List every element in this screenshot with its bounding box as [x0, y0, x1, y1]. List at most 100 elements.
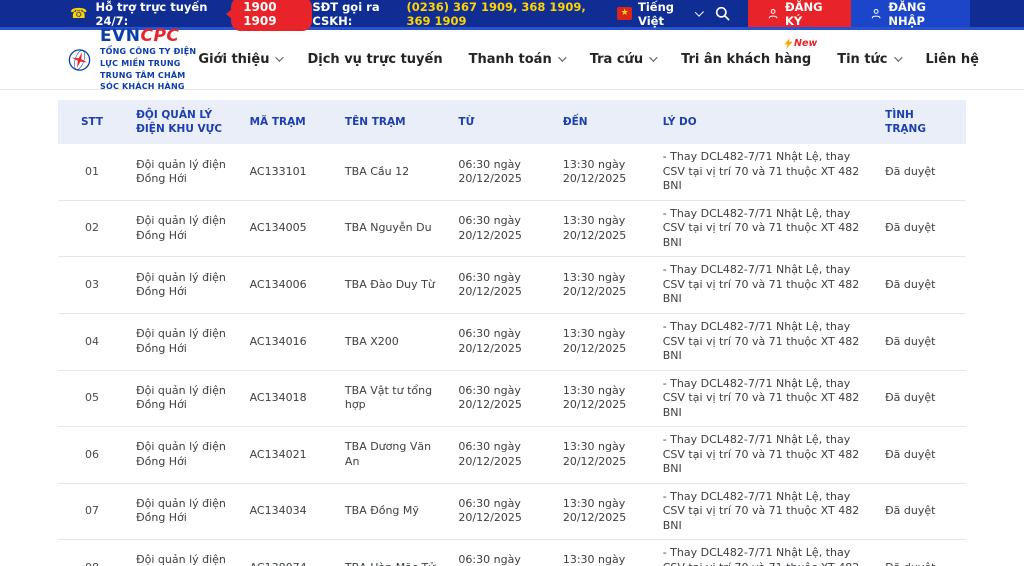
cell-status: Đã duyệt [875, 200, 966, 258]
column-header-reason: LÝ DO [652, 100, 876, 145]
cell-to: 13:30 ngày 20/12/2025 [552, 370, 653, 428]
cell-to: 13:30 ngày 20/12/2025 [552, 426, 653, 484]
nav-item-5[interactable]: Tin tức [837, 52, 903, 67]
cell-station: TBA Hàn Mặc Tử [334, 539, 449, 566]
cell-team: Đội quản lý điện Đồng Hới [126, 426, 240, 484]
chevron-down-icon [694, 7, 704, 17]
cell-station: TBA X200 [334, 313, 449, 371]
nav-item-label: Dịch vụ trực tuyến [307, 52, 443, 67]
chevron-down-icon [893, 52, 903, 62]
table-row: 03 Đội quản lý điện Đồng Hới AC134006 TBA Đ… [58, 256, 966, 314]
nav-item-1[interactable]: Dịch vụ trực tuyến [307, 52, 442, 67]
table-row: 02 Đội quản lý điện Đồng Hới AC134005 TBA N… [58, 200, 966, 258]
cell-status: Đã duyệt [875, 370, 966, 428]
site-header: EVNCPC TỔNG CÔNG TY ĐIỆN LỰC MIỀN TRUNG … [0, 26, 1024, 91]
nav-item-2[interactable]: Thanh toán [469, 52, 567, 67]
cell-code: AC133101 [239, 144, 335, 201]
cell-code: AC134006 [239, 256, 335, 314]
logo[interactable]: EVNCPC TỔNG CÔNG TY ĐIỆN LỰC MIỀN TRUNG … [68, 26, 198, 92]
column-header-station: TÊN TRẠM [334, 100, 449, 145]
nav-item-6[interactable]: Liên hệ [926, 52, 979, 67]
nav-item-label: Tra cứu [589, 52, 644, 67]
topbar-actions: SĐT gọi ra CSKH: (0236) 367 1909, 368 19… [312, 0, 1024, 28]
cell-status: Đã duyệt [875, 144, 966, 201]
support-label: Hỗ trợ trực tuyến 24/7: [95, 0, 208, 28]
cell-to: 13:30 ngày 20/12/2025 [552, 483, 653, 541]
brand-cpc: CPC [140, 26, 180, 47]
cell-stt: 01 [58, 144, 127, 201]
new-badge-label: New [794, 38, 818, 49]
register-button[interactable]: ĐĂNG KÝ [747, 0, 852, 28]
brand-evn: EVN [100, 26, 141, 47]
cell-reason: - Thay DCL482-7/71 Nhật Lệ, thay CSV tại… [652, 313, 876, 371]
search-icon [715, 6, 730, 21]
evn-logo-icon [68, 48, 91, 71]
nav-item-label: Giới thiệu [198, 52, 270, 67]
cell-team: Đội quản lý điện Đồng Hới [126, 483, 240, 541]
topbar: ☎ Hỗ trợ trực tuyến 24/7: 1900 1909 SĐT … [0, 0, 1024, 31]
cell-from: 06:30 ngày 20/12/2025 [448, 313, 553, 371]
chevron-down-icon [649, 52, 658, 62]
cskh-numbers: (0236) 367 1909, 368 1909, 369 1909 [406, 0, 586, 28]
cell-stt: 04 [58, 313, 127, 371]
table-body: 01 Đội quản lý điện Đồng Hới AC133101 TBA C… [58, 144, 966, 566]
cell-from: 06:30 ngày 20/12/2025 [448, 256, 553, 314]
table-row: 04 Đội quản lý điện Đồng Hới AC134016 TBA X… [58, 313, 966, 371]
nav-item-4[interactable]: Tri ân khách hàng New [681, 38, 817, 67]
nav-item-label: Tri ân khách hàng [681, 52, 812, 67]
nav-item-label: Liên hệ [925, 52, 979, 67]
cell-from: 06:30 ngày 20/12/2025 [448, 483, 553, 541]
table-row: 05 Đội quản lý điện Đồng Hới AC134018 TBA V… [58, 370, 966, 428]
table-row: 01 Đội quản lý điện Đồng Hới AC133101 TBA C… [58, 144, 966, 201]
cell-status: Đã duyệt [875, 539, 966, 566]
cskh-label: SĐT gọi ra CSKH: [312, 0, 380, 28]
cell-station: TBA Đồng Mỹ [334, 483, 449, 541]
cell-code: AC134021 [239, 426, 335, 484]
cell-status: Đã duyệt [875, 313, 966, 371]
language-label: Tiếng Việt [638, 0, 675, 28]
vietnam-flag-icon: ★ [617, 7, 632, 20]
cell-code: AC138074 [239, 539, 335, 566]
login-label: ĐĂNG NHẬP [888, 0, 926, 28]
search-button[interactable] [715, 6, 730, 21]
column-header-status: TÌNH TRẠNG [875, 100, 966, 145]
outage-schedule-table-wrapper: STT ĐỘI QUẢN LÝ ĐIỆN KHU VỰC MÃ TRẠM TÊN TR… [58, 100, 966, 566]
table-header-row: STT ĐỘI QUẢN LÝ ĐIỆN KHU VỰC MÃ TRẠM TÊN TR… [58, 100, 966, 145]
nav-item-0[interactable]: Giới thiệu [198, 52, 285, 67]
language-selector[interactable]: ★ Tiếng Việt [617, 0, 704, 28]
cell-to: 13:30 ngày 20/12/2025 [552, 200, 653, 258]
cell-status: Đã duyệt [875, 483, 966, 541]
chevron-down-icon [275, 52, 285, 62]
cell-team: Đội quản lý điện Đồng Hới [126, 313, 240, 371]
cell-team: Đội quản lý điện Đồng Hới [126, 200, 240, 258]
cell-station: TBA Đào Duy Từ [334, 256, 449, 314]
cell-from: 06:30 ngày 20/12/2025 [448, 426, 553, 484]
cell-from: 06:30 ngày 20/12/2025 [448, 370, 553, 428]
column-header-to: ĐẾN [552, 100, 653, 145]
outage-schedule-table: STT ĐỘI QUẢN LÝ ĐIỆN KHU VỰC MÃ TRẠM TÊN TR… [58, 100, 966, 566]
nav-item-3[interactable]: Tra cứu [589, 52, 658, 67]
cell-stt: 06 [58, 426, 127, 484]
login-button[interactable]: ĐĂNG NHẬP [851, 0, 970, 28]
cell-to: 13:30 ngày 20/12/2025 [552, 144, 653, 201]
flame-icon [784, 38, 793, 49]
hotline-badge[interactable]: 1900 1909 [231, 0, 313, 31]
cell-from: 06:30 ngày 20/12/2025 [448, 200, 553, 258]
brand-text: EVNCPC TỔNG CÔNG TY ĐIỆN LỰC MIỀN TRUNG … [100, 26, 198, 92]
cell-team: Đội quản lý điện Đồng Hới [126, 370, 240, 428]
table-row: 07 Đội quản lý điện Đồng Hới AC134034 TBA Đ… [58, 483, 966, 541]
cell-code: AC134005 [239, 200, 335, 258]
cell-stt: 02 [58, 200, 127, 258]
register-label: ĐĂNG KÝ [784, 0, 823, 28]
column-header-team: ĐỘI QUẢN LÝ ĐIỆN KHU VỰC [126, 100, 240, 145]
nav-item-label: Tin tức [837, 52, 888, 67]
cell-reason: - Thay DCL482-7/71 Nhật Lệ, thay CSV tại… [652, 426, 876, 484]
cell-reason: - Thay DCL482-7/71 Nhật Lệ, thay CSV tại… [652, 483, 876, 541]
cell-reason: - Thay DCL482-7/71 Nhật Lệ, thay CSV tại… [652, 370, 876, 428]
cell-station: TBA Vật tư tổng hợp [334, 370, 449, 428]
cell-to: 13:30 ngày 20/12/2025 [552, 539, 653, 566]
cell-from: 06:30 ngày 20/12/2025 [448, 539, 553, 566]
cell-status: Đã duyệt [875, 256, 966, 314]
cell-station: TBA Cầu 12 [334, 144, 449, 201]
cell-reason: - Thay DCL482-7/71 Nhật Lệ, thay CSV tại… [652, 144, 876, 201]
